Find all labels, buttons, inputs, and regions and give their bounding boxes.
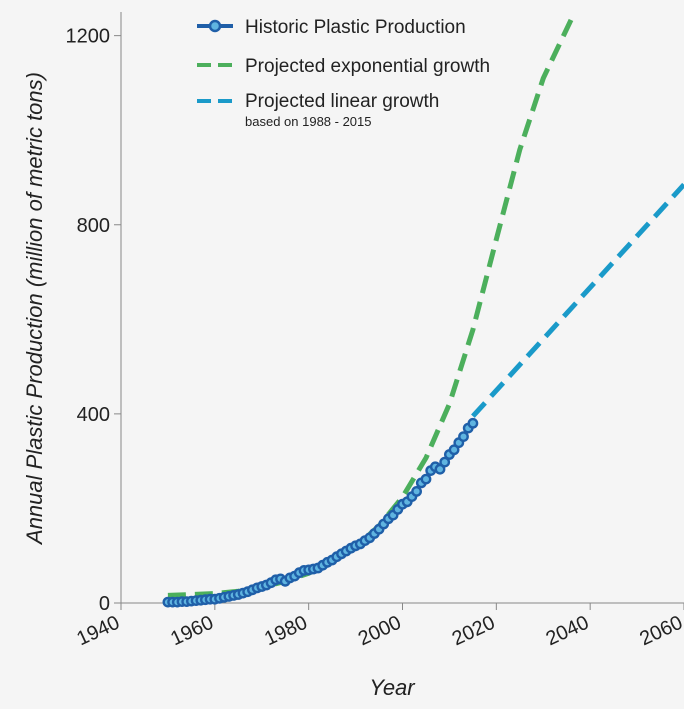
y-tick-label: 800 [77, 215, 110, 237]
data-point-historic [412, 487, 420, 495]
legend-item-historic: Historic Plastic Production [197, 17, 466, 38]
y-axis-title: Annual Plastic Production (million of me… [22, 72, 47, 546]
legend: Historic Plastic Production Projected ex… [197, 17, 490, 129]
legend-label-linear: Projected linear growth [245, 91, 439, 112]
x-axis-title: Year [369, 675, 416, 700]
y-tick-label: 400 [77, 404, 110, 426]
x-tick-label: 1940 [73, 612, 123, 651]
series-line-historic [168, 423, 473, 602]
legend-item-exponential: Projected exponential growth [197, 56, 490, 77]
x-tick-label: 1980 [261, 612, 311, 651]
legend-label-historic: Historic Plastic Production [245, 17, 466, 38]
data-point-historic [469, 419, 477, 427]
data-point-historic [459, 432, 467, 440]
x-tick-label: 2000 [355, 612, 405, 651]
legend-marker-historic [210, 21, 220, 31]
x-tick-label: 2040 [543, 612, 593, 651]
y-tick-label: 1200 [66, 26, 111, 48]
legend-sublabel-linear: based on 1988 - 2015 [245, 114, 372, 129]
x-tick-label: 1960 [167, 612, 217, 651]
y-tick-label: 0 [99, 593, 110, 615]
series-line-linear [473, 185, 684, 417]
ticks: 0 400 800 1200 1940 1960 1980 2000 2020 2040 2060 [66, 26, 684, 651]
x-tick-label: 2020 [449, 612, 499, 651]
x-tick-label: 2060 [636, 612, 684, 651]
legend-item-linear: Projected linear growth based on 1988 - … [197, 91, 439, 129]
legend-label-exponential: Projected exponential growth [245, 56, 490, 77]
data-point-historic [422, 475, 430, 483]
